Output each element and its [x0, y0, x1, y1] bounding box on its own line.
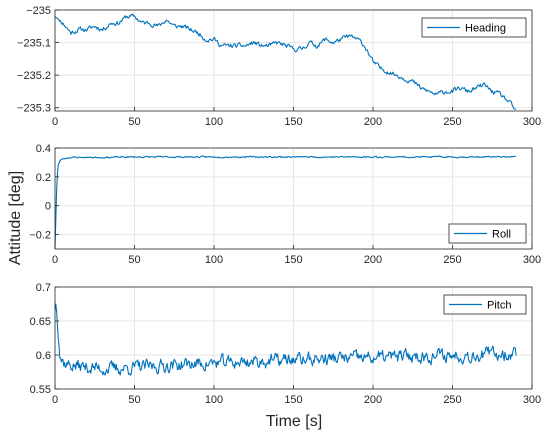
y-tick-label: 0.55 — [30, 384, 51, 396]
legend-box — [421, 17, 527, 38]
legend-box — [443, 294, 527, 315]
x-axis-label: Time [s] — [266, 413, 322, 430]
x-tick-label: 250 — [443, 254, 461, 266]
x-tick-label: 300 — [523, 116, 541, 128]
x-tick-label: 100 — [205, 394, 223, 406]
x-tick-label: 200 — [364, 394, 382, 406]
y-tick-label: 0.4 — [36, 143, 51, 155]
legend-label: Roll — [492, 229, 511, 241]
y-tick-label: 0 — [45, 201, 51, 213]
legend-roll: Roll — [448, 223, 527, 244]
y-tick-label: −235.1 — [17, 38, 51, 50]
y-tick-label: 0.2 — [36, 172, 51, 184]
subplot-heading: 0 50 100 150 200 250 300 −235.3 −235.2 −235.1 −235… — [17, 5, 541, 128]
x-tick-label: 150 — [284, 254, 302, 266]
legend-label: Heading — [465, 23, 506, 35]
y-tick-label: −235 — [26, 5, 51, 17]
legend-box — [448, 223, 527, 244]
legend-label: Pitch — [487, 300, 511, 312]
x-tick-label: 50 — [128, 116, 140, 128]
x-tick-label: 200 — [364, 116, 382, 128]
y-tick-label: 0.65 — [30, 316, 51, 328]
series-line-heading — [55, 13, 517, 110]
y-axis-label: Attitude [deg] — [7, 171, 24, 265]
x-tick-label: 100 — [205, 116, 223, 128]
x-tick-label: 0 — [52, 394, 58, 406]
y-tick-label: −235.3 — [17, 103, 51, 115]
y-tick-label: 0.6 — [36, 350, 51, 362]
y-tick-label: −0.2 — [29, 230, 51, 242]
x-tick-label: 50 — [128, 394, 140, 406]
x-tick-label: 300 — [523, 394, 541, 406]
y-tick-label: 0.7 — [36, 282, 51, 294]
y-tick-label: −235.2 — [17, 70, 51, 82]
x-tick-label: 100 — [205, 254, 223, 266]
x-tick-label: 0 — [52, 254, 58, 266]
subplot-panels: 0 50 100 150 200 250 300 −235.3 −235.2 −235.1 −235… — [17, 5, 541, 406]
x-tick-label: 300 — [523, 254, 541, 266]
subplot-pitch: 0 50 100 150 200 250 300 0.55 0.6 0.65 0.7 Pitch — [30, 282, 542, 406]
x-tick-label: 50 — [128, 254, 140, 266]
x-tick-label: 200 — [364, 254, 382, 266]
legend-pitch: Pitch — [443, 294, 527, 315]
x-tick-label: 150 — [284, 394, 302, 406]
series-line-pitch — [55, 303, 517, 376]
legend-heading: Heading — [421, 17, 527, 38]
x-tick-label: 250 — [443, 116, 461, 128]
x-tick-label: 250 — [443, 394, 461, 406]
x-tick-label: 0 — [52, 116, 58, 128]
x-tick-label: 150 — [284, 116, 302, 128]
series-line-roll — [55, 155, 517, 249]
